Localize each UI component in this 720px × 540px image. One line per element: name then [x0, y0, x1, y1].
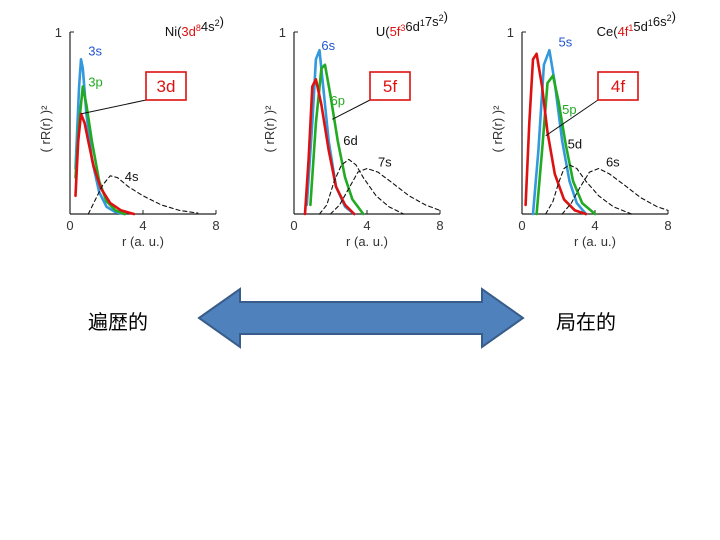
chart-title-part: 1 — [628, 23, 633, 33]
x-axis-label: r (a. u.) — [346, 234, 388, 249]
x-tick-label: 4 — [363, 218, 370, 233]
chart-title-part: U( — [376, 24, 390, 39]
x-axis-label: r (a. u.) — [122, 234, 164, 249]
chart-title-part: 2 — [439, 13, 444, 23]
series-label-5s: 5s — [559, 35, 573, 50]
y-tick-label: 1 — [55, 25, 62, 40]
series-line-6s — [561, 167, 669, 215]
y-tick-label: 1 — [279, 25, 286, 40]
chart-title-part: 1 — [648, 18, 653, 28]
x-tick-label: 8 — [212, 218, 219, 233]
orbital-box-label: 4f — [611, 77, 625, 96]
series-line-3d — [74, 112, 136, 216]
chart-ce-plot: 0 4 81r (a. u.)( rR(r) )²Ce(4f15d16s2)5s5p… — [490, 9, 676, 249]
chart-title-part: ) — [672, 9, 676, 24]
x-axis-label: r (a. u.) — [574, 234, 616, 249]
chart-title-part: 2 — [215, 18, 220, 28]
chart-title-part: 3d — [181, 24, 195, 39]
chart-title-part: 4f — [618, 24, 629, 39]
chart-title-part: 4s — [201, 19, 215, 34]
box-leader-line — [80, 99, 147, 115]
x-tick-label: 4 — [139, 218, 146, 233]
box-leader-line — [545, 99, 599, 137]
series-line-6p — [309, 63, 365, 216]
chart-title-part: ) — [220, 14, 224, 29]
x-tick-label: 0 — [290, 218, 297, 233]
x-tick-label: 0 — [66, 218, 73, 233]
chart-title-part: 6d — [405, 19, 419, 34]
y-tick-label: 1 — [507, 25, 514, 40]
orbital-box-label: 3d — [157, 77, 176, 96]
x-tick-label: 8 — [664, 218, 671, 233]
orbital-box — [369, 71, 411, 101]
chart-title-part: 2 — [667, 13, 672, 23]
label-itinerant: 遍歴的 — [88, 310, 148, 334]
series-line-5p — [535, 74, 597, 216]
series-label-6d: 6d — [343, 133, 357, 148]
series-line-3s — [74, 58, 127, 216]
series-label-5d: 5d — [568, 136, 582, 151]
chart-u-plot: 0 4 81r (a. u.)( rR(r) )²U(5f36d17s2)6s6p6… — [262, 9, 448, 249]
series-label-6p: 6p — [331, 93, 345, 108]
chart-title-part: 5f — [390, 24, 401, 39]
series-line-3p — [74, 85, 127, 216]
series-line-7s — [329, 167, 441, 215]
label-localized: 局在的 — [556, 310, 616, 334]
series-label-3p: 3p — [88, 75, 102, 90]
chart-title-part: ) — [444, 9, 448, 24]
chart-title: Ni(3d84s2) — [165, 14, 224, 39]
y-axis-label: ( rR(r) )² — [38, 105, 53, 153]
chart-title-part: 3 — [400, 23, 405, 33]
series-line-4f — [524, 52, 588, 216]
x-tick-label: 8 — [436, 218, 443, 233]
chart-title-part: 6s — [653, 14, 667, 29]
chart-title: Ce(4f15d16s2) — [597, 9, 676, 39]
series-line-6d — [318, 158, 405, 215]
series-line-5d — [545, 164, 633, 215]
x-tick-label: 0 — [518, 218, 525, 233]
x-tick-label: 4 — [591, 218, 598, 233]
chart-title-part: 7s — [425, 14, 439, 29]
series-label-5p: 5p — [562, 102, 576, 117]
orbital-box — [597, 71, 639, 101]
series-label-3s: 3s — [88, 44, 102, 59]
chart-title-part: Ni( — [165, 24, 182, 39]
series-label-7s: 7s — [378, 155, 392, 170]
series-label-6s: 6s — [606, 155, 620, 170]
double-arrow-icon — [197, 287, 525, 349]
series-label-4s: 4s — [125, 169, 139, 184]
orbital-box-label: 5f — [383, 77, 397, 96]
chart-title-part: 8 — [196, 23, 201, 33]
orbital-box — [145, 71, 187, 101]
chart-title-part: 1 — [420, 18, 425, 28]
chart-title-part: 5d — [633, 19, 647, 34]
y-axis-label: ( rR(r) )² — [490, 105, 505, 153]
chart-title: U(5f36d17s2) — [376, 9, 448, 39]
chart-title-part: Ce( — [597, 24, 619, 39]
chart-ni-plot: 0 4 81r (a. u.)( rR(r) )²Ni(3d84s2)3s3p4s3… — [38, 14, 224, 249]
y-axis-label: ( rR(r) )² — [262, 105, 277, 153]
series-line-4s — [87, 175, 199, 215]
box-leader-line — [332, 99, 371, 120]
series-line-5f — [303, 78, 356, 216]
series-label-6s: 6s — [321, 38, 335, 53]
